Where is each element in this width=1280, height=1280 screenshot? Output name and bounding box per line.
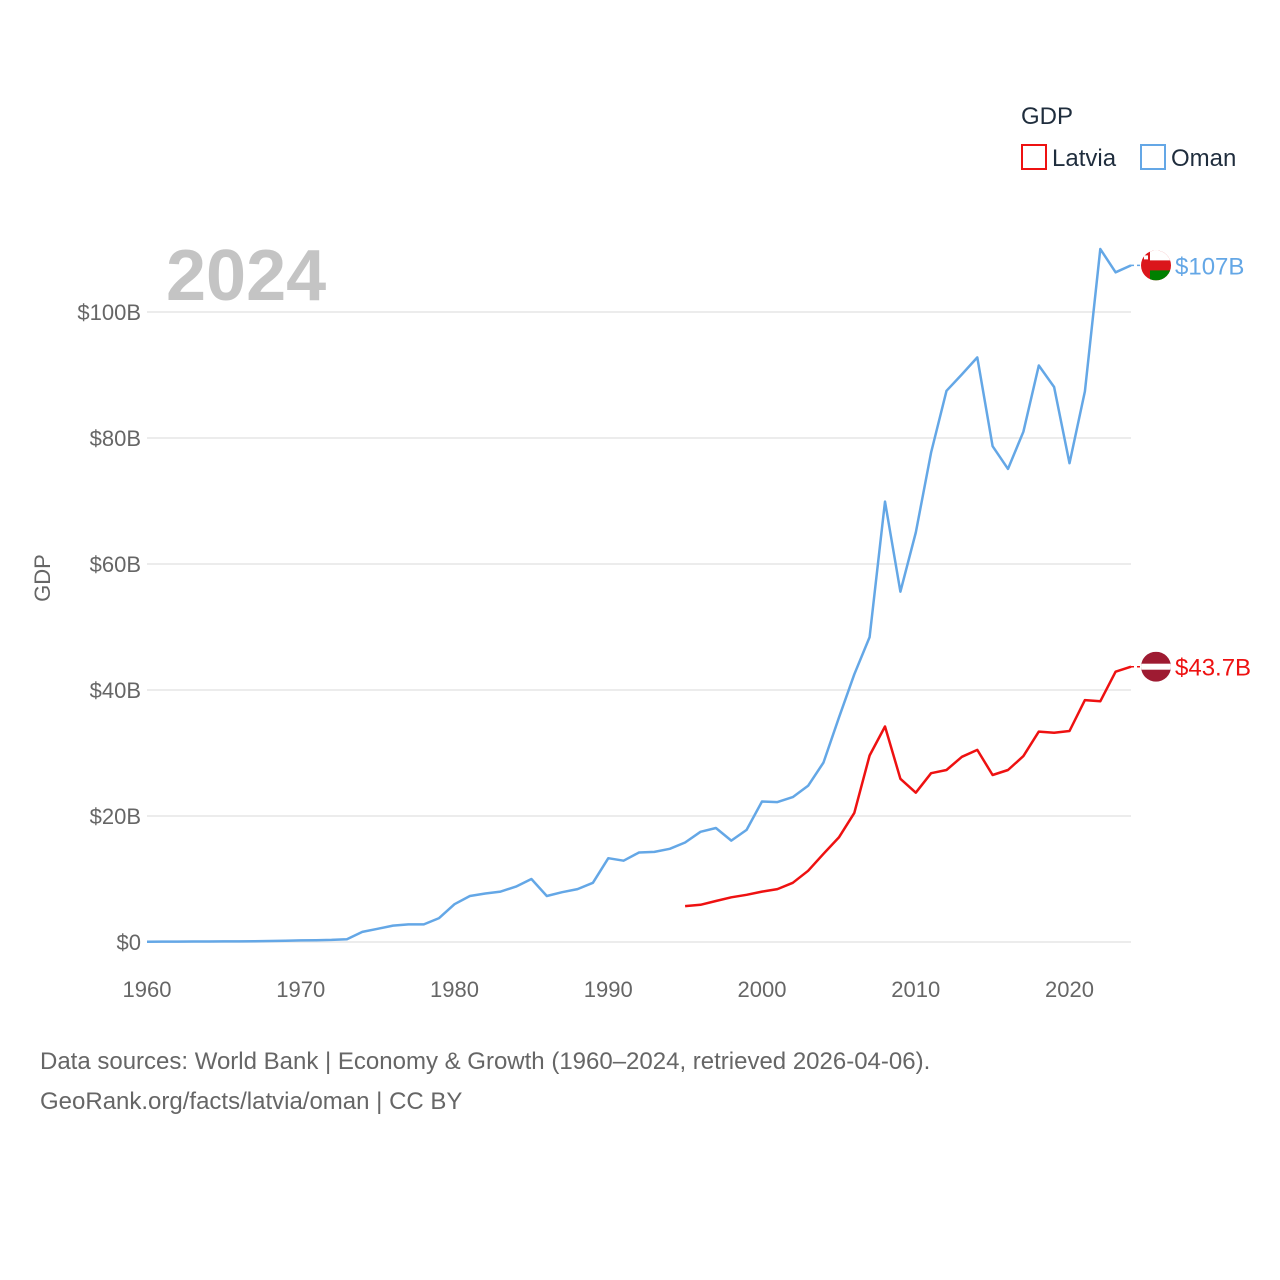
- x-tick-label: 2020: [1045, 977, 1094, 1002]
- y-tick-label: $40B: [90, 678, 141, 703]
- legend-swatch-oman: [1140, 144, 1166, 170]
- x-tick-label: 1960: [123, 977, 172, 1002]
- series-end-markers: $43.7B $107B: [1131, 250, 1251, 682]
- oman-flag-icon: [1141, 250, 1171, 281]
- y-tick-label: $100B: [77, 300, 141, 325]
- gridlines: [147, 311, 1131, 943]
- y-tick-label: $20B: [90, 804, 141, 829]
- x-tick-label: 2010: [891, 977, 940, 1002]
- series-line-oman: [146, 247, 1132, 943]
- y-axis-ticks: $0 $20B $40B $60B $80B $100B: [77, 300, 141, 955]
- x-axis-ticks: 1960 1970 1980 1990 2000 2010 2020: [123, 977, 1094, 1002]
- x-tick-label: 1970: [276, 977, 325, 1002]
- y-axis-label: GDP: [30, 554, 55, 602]
- legend[interactable]: GDP Latvia Oman: [1021, 103, 1236, 172]
- y-tick-label: $60B: [90, 552, 141, 577]
- end-value-label-latvia: $43.7B: [1175, 655, 1251, 682]
- series-line-latvia: [684, 665, 1132, 908]
- series-lines: [146, 247, 1132, 943]
- year-label: 2024: [166, 236, 326, 316]
- footer: Data sources: World Bank | Economy & Gro…: [40, 1042, 930, 1122]
- latvia-flag-icon: [1141, 651, 1171, 682]
- x-tick-label: 1980: [430, 977, 479, 1002]
- legend-item-oman[interactable]: Oman: [1140, 144, 1236, 172]
- legend-label-latvia: Latvia: [1052, 145, 1117, 172]
- y-tick-label: $0: [117, 930, 141, 955]
- footer-sources: Data sources: World Bank | Economy & Gro…: [40, 1048, 931, 1075]
- legend-label-oman: Oman: [1171, 145, 1236, 172]
- y-tick-label: $80B: [90, 426, 141, 451]
- x-tick-label: 1990: [584, 977, 633, 1002]
- end-value-label-oman: $107B: [1175, 253, 1244, 280]
- footer-attribution[interactable]: GeoRank.org/facts/latvia/oman | CC BY: [40, 1088, 463, 1115]
- legend-title: GDP: [1021, 103, 1073, 130]
- legend-swatch-latvia: [1021, 144, 1047, 170]
- legend-item-latvia[interactable]: Latvia: [1021, 144, 1117, 172]
- x-tick-label: 2000: [738, 977, 787, 1002]
